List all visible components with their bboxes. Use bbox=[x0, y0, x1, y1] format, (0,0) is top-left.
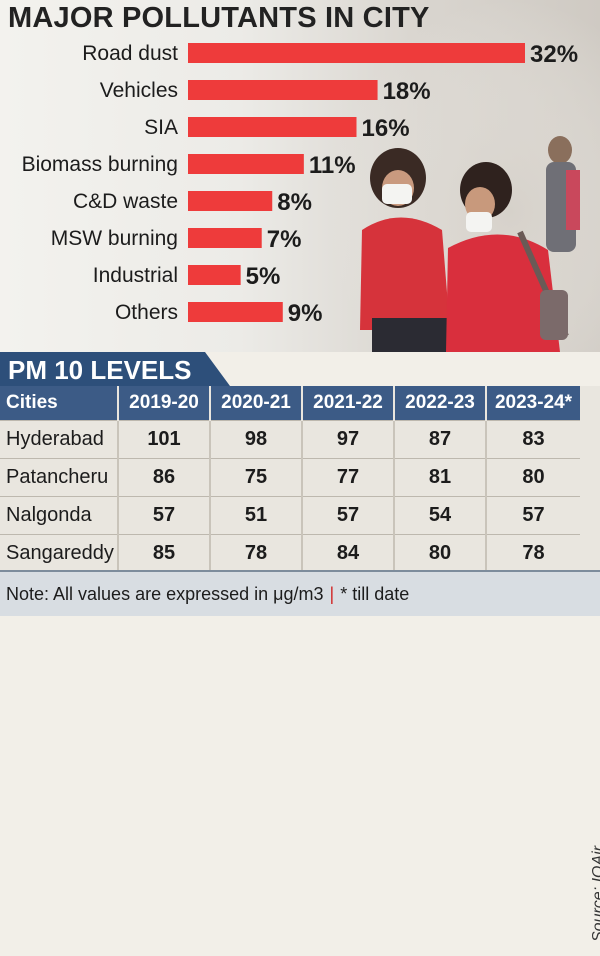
pm10-table-container: Cities 2019-20 2020-21 2021-22 2022-23 2… bbox=[0, 386, 600, 942]
value-label: 11% bbox=[309, 152, 356, 179]
bar bbox=[188, 302, 283, 322]
pm10-value: 85 bbox=[118, 534, 211, 572]
note-suffix: * till date bbox=[340, 583, 410, 604]
pm10-value: 78 bbox=[210, 534, 303, 572]
value-label: 5% bbox=[246, 263, 281, 290]
pm10-value: 83 bbox=[486, 420, 580, 459]
pm10-value: 80 bbox=[394, 534, 487, 572]
city-name: Patancheru bbox=[0, 458, 119, 497]
category-label: MSW burning bbox=[51, 227, 178, 250]
value-label: 16% bbox=[362, 115, 410, 142]
category-label: Industrial bbox=[93, 264, 178, 287]
pm10-title: PM 10 LEVELS bbox=[8, 355, 192, 385]
pm10-value: 84 bbox=[302, 534, 395, 572]
value-label: 8% bbox=[277, 189, 312, 216]
bar bbox=[188, 80, 378, 100]
city-name: Hyderabad bbox=[0, 420, 119, 459]
footnote: Note: All values are expressed in μg/m3 … bbox=[0, 570, 600, 616]
bar bbox=[188, 191, 273, 211]
table-row: Nalgonda 57 51 57 54 57 bbox=[0, 496, 580, 535]
pollutants-panel: MAJOR POLLUTANTS IN CITY Road dust 32% Veh… bbox=[0, 0, 600, 352]
value-label: 32% bbox=[530, 41, 578, 68]
category-label: Vehicles bbox=[100, 79, 178, 102]
pollutants-bar-chart: Road dust 32% Vehicles 18% SIA 16% Biomass bur… bbox=[22, 41, 578, 327]
chart-title: MAJOR POLLUTANTS IN CITY bbox=[8, 2, 430, 34]
table-header-row: Cities 2019-20 2020-21 2021-22 2022-23 2… bbox=[0, 386, 580, 421]
pm10-section-header: PM 10 LEVELS bbox=[0, 352, 600, 386]
pm10-value: 54 bbox=[394, 496, 487, 535]
city-name: Sangareddy bbox=[0, 534, 119, 572]
pm10-value: 86 bbox=[118, 458, 211, 497]
column-header-2019-20: 2019-20 bbox=[118, 386, 211, 421]
pm10-value: 57 bbox=[302, 496, 395, 535]
note-text: Note: All values are expressed in μg/m3 bbox=[6, 583, 324, 604]
pm10-value: 77 bbox=[302, 458, 395, 497]
pm10-value: 51 bbox=[210, 496, 303, 535]
source-text: Source: IQAir bbox=[590, 845, 600, 942]
bar bbox=[188, 154, 304, 174]
value-label: 7% bbox=[267, 226, 302, 253]
bar bbox=[188, 43, 525, 63]
city-name: Nalgonda bbox=[0, 496, 119, 535]
pm10-value: 80 bbox=[486, 458, 580, 497]
source-credit: Source: IQAir bbox=[580, 772, 600, 956]
table-row: Patancheru 86 75 77 81 80 bbox=[0, 458, 580, 497]
pm10-value: 75 bbox=[210, 458, 303, 497]
pm10-value: 78 bbox=[486, 534, 580, 572]
column-header-2021-22: 2021-22 bbox=[302, 386, 395, 421]
category-label: Biomass burning bbox=[22, 153, 178, 176]
pm10-value: 57 bbox=[486, 496, 580, 535]
pm10-value: 98 bbox=[210, 420, 303, 459]
column-header-2023-24: 2023-24* bbox=[486, 386, 580, 421]
pm10-header-background bbox=[0, 352, 230, 386]
column-header-2022-23: 2022-23 bbox=[394, 386, 487, 421]
category-label: C&D waste bbox=[73, 190, 178, 213]
column-header-cities: Cities bbox=[0, 386, 119, 421]
table-row: Sangareddy 85 78 84 80 78 bbox=[0, 534, 580, 572]
bar bbox=[188, 117, 357, 137]
pm10-value: 57 bbox=[118, 496, 211, 535]
category-label: Others bbox=[115, 301, 178, 324]
table-row: Hyderabad 101 98 97 87 83 bbox=[0, 420, 580, 459]
bar bbox=[188, 228, 262, 248]
value-label: 9% bbox=[288, 300, 323, 327]
value-label: 18% bbox=[383, 78, 431, 105]
category-label: Road dust bbox=[82, 42, 178, 65]
pm10-value: 87 bbox=[394, 420, 487, 459]
note-separator: | bbox=[329, 583, 335, 604]
category-label: SIA bbox=[144, 116, 178, 139]
pm10-table: Cities 2019-20 2020-21 2021-22 2022-23 2… bbox=[0, 386, 580, 572]
pm10-value: 101 bbox=[118, 420, 211, 459]
bar bbox=[188, 265, 241, 285]
pm10-value: 81 bbox=[394, 458, 487, 497]
pm10-value: 97 bbox=[302, 420, 395, 459]
column-header-2020-21: 2020-21 bbox=[210, 386, 303, 421]
